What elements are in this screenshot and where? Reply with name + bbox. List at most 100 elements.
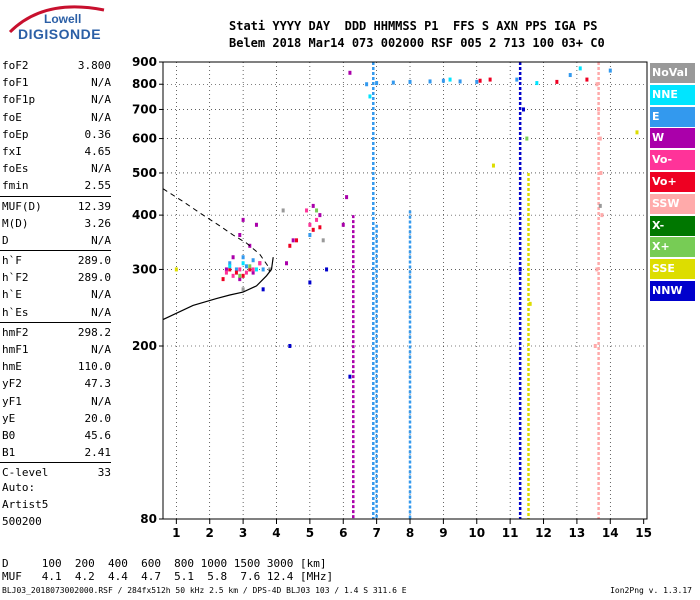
echo-point [241,261,245,266]
param-value: 289.0 [77,254,111,268]
header-fields: Stati YYYY DAY DDD HHMMSS P1 FFS S AXN P… [229,19,598,33]
x-tick-label: 11 [502,526,519,540]
echo-point [238,277,242,282]
echo-point [345,195,349,200]
param-key: foEs [2,162,29,176]
echo-point [441,78,445,83]
legend-item: SSE [650,259,695,280]
param-value: 0.36 [84,127,112,141]
param-key: B1 [2,446,16,460]
echo-point [238,273,242,278]
param-value: N/A [91,233,111,247]
y-tick-label: 700 [132,102,157,116]
echo-point [311,227,315,232]
echo-point [598,203,602,208]
echo-point [308,233,312,238]
echo-point [515,77,519,82]
echo-point [234,270,238,275]
echo-point [248,264,252,269]
echo-point [318,225,322,230]
echo-point [258,261,262,266]
legend-item: NNE [650,84,695,105]
echo-point [598,136,602,141]
param-value: 20.0 [84,411,112,425]
param-key: D [2,233,9,247]
param-row: yE 20.0 [0,410,111,427]
echo-point [518,267,522,272]
param-row: foF1p N/A [0,91,111,108]
param-row: fmin 2.55 [0,177,111,194]
logo-text-bottom: DIGISONDE [18,26,102,42]
x-tick-label: 7 [372,526,380,540]
param-value: N/A [91,162,111,176]
param-row: D N/A [0,232,111,249]
param-key: fmin [2,179,29,193]
echo-point [321,238,325,243]
echo-point [224,270,228,275]
echo-point [295,238,299,243]
echo-point [391,80,395,85]
param-row: M(D) 3.26 [0,215,111,232]
muf-row: MUF 4.1 4.2 4.4 4.7 5.1 5.8 7.6 12.4 [MH… [2,570,334,583]
echo-point [285,261,289,266]
echo-point [521,107,525,112]
param-key: hmF2 [2,325,29,339]
y-axis-ticks: 80 200 300 400 500 600 700 800 900 [132,55,163,526]
echo-point [251,258,255,263]
echo-point [224,267,228,272]
param-key: h`E [2,288,22,302]
ionospheric-parameters: foF2 3.800 foF1 N/A foF1p N/A foE N/A foEp 0.36 fx… [0,57,111,482]
param-row: hmF2 298.2 [0,324,111,341]
param-key: yF2 [2,377,22,391]
x-tick-label: 2 [206,526,214,540]
station-header: Stati YYYY DAY DDD HHMMSS P1 FFS S AXN P… [229,18,605,52]
distance-muf-table: D 100 200 400 600 800 1000 1500 3000 [km… [2,557,333,583]
echo-point [231,255,235,260]
echo-point [228,264,232,269]
echo-point [234,267,238,272]
echo-point [568,73,572,78]
param-row: hmE 110.0 [0,358,111,375]
param-row: fxI 4.65 [0,143,111,160]
y-tick-label: 900 [132,55,157,69]
param-separator [0,250,111,252]
echo-point [448,77,452,82]
echo-point [254,267,258,272]
echo-point [478,78,482,83]
param-value: 12.39 [77,199,111,213]
param-value: N/A [91,343,111,356]
x-tick-label: 15 [635,526,652,540]
echo-point [595,82,599,87]
param-key: C-level [2,466,49,480]
echo-point [248,267,252,272]
legend-item: X- [650,215,695,236]
digisonde-logo: Lowell DIGISONDE [4,2,154,42]
param-value: N/A [91,305,111,319]
echo-point [241,273,245,278]
param-value: N/A [91,93,111,107]
echo-point [241,287,245,292]
param-key: yF1 [2,394,22,408]
param-value: N/A [91,394,111,408]
param-key: MUF(D) [2,199,42,213]
echo-point [375,81,379,86]
param-row: h`F 289.0 [0,252,111,269]
echo-point [315,208,319,213]
legend-item: W [650,128,695,149]
legend-item: X+ [650,237,695,258]
echo-point [281,208,285,213]
param-separator [0,462,111,464]
x-tick-label: 6 [339,526,347,540]
auto-code: 500200 [2,515,42,528]
data-points [174,66,639,379]
legend-item: E [650,106,695,127]
echo-point [261,287,265,292]
echo-point [221,277,225,282]
param-value: 4.65 [84,144,112,158]
echo-point [535,81,539,86]
echo-point [555,79,559,84]
param-key: hmE [2,360,22,374]
echo-point [341,222,345,227]
param-row: hmF1 N/A [0,341,111,358]
plot-frame [162,61,648,520]
